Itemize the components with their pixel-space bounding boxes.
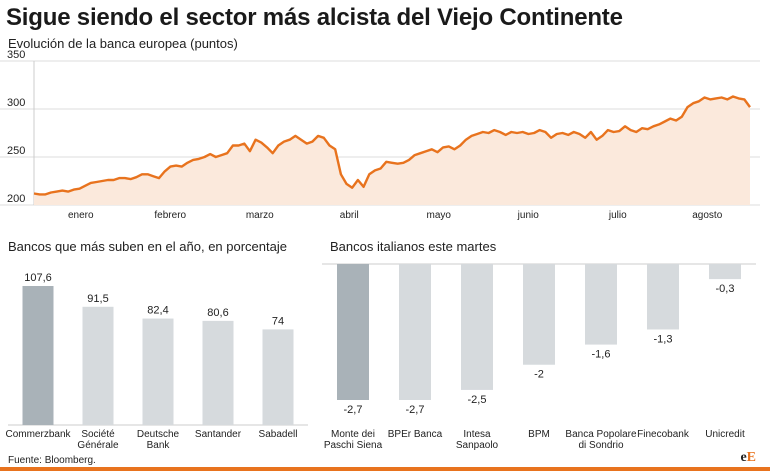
bar xyxy=(262,329,294,425)
category-label: di Sondrio xyxy=(578,440,623,451)
left-panel-title: Bancos que más suben en el año, en porce… xyxy=(8,239,287,254)
bar xyxy=(82,306,114,425)
source-note: Fuente: Bloomberg. xyxy=(8,455,96,466)
bar xyxy=(337,264,369,400)
category-label: Société xyxy=(81,429,115,440)
category-label: Unicredit xyxy=(705,429,745,440)
y-tick-label: 250 xyxy=(7,145,25,157)
area-fill xyxy=(34,96,750,205)
bar xyxy=(585,264,617,345)
category-label: Monte dei xyxy=(331,429,375,440)
bar xyxy=(142,318,174,425)
category-label: Générale xyxy=(77,440,119,451)
category-label: Commerzbank xyxy=(5,429,71,440)
right-panel-title: Bancos italianos este martes xyxy=(330,239,497,254)
line-chart: 200 250 300 350 enero febrero marzo abril mayo ju… xyxy=(0,50,760,221)
category-label: Sabadell xyxy=(259,429,298,440)
chart-subtitle: Evolución de la banca europea (puntos) xyxy=(8,36,238,51)
category-label: BPM xyxy=(528,429,550,440)
data-label: -0,3 xyxy=(716,283,735,295)
category-label: BPEr Banca xyxy=(388,429,443,440)
data-label: -1,6 xyxy=(592,349,611,361)
category-label: Finecobank xyxy=(637,429,690,440)
data-label: -2,7 xyxy=(344,404,363,416)
data-label: -2 xyxy=(534,369,544,381)
series-line xyxy=(33,95,751,196)
x-tick-label: agosto xyxy=(692,210,722,221)
bar xyxy=(399,264,431,400)
x-tick-label: abril xyxy=(340,210,359,221)
data-label: 107,6 xyxy=(24,272,52,284)
category-label: Sanpaolo xyxy=(456,440,499,451)
x-tick-label: junio xyxy=(517,210,540,221)
data-label: 82,4 xyxy=(147,305,168,317)
category-label: Santander xyxy=(195,429,242,440)
category-label: Deutsche xyxy=(137,429,180,440)
bar xyxy=(709,264,741,280)
y-tick-label: 300 xyxy=(7,97,25,109)
bar xyxy=(647,264,679,330)
x-tick-label: febrero xyxy=(154,210,186,221)
chart-title: Sigue siendo el sector más alcista del V… xyxy=(6,4,623,31)
category-label: Paschi Siena xyxy=(324,440,383,451)
category-label: Bank xyxy=(147,440,171,451)
bar xyxy=(461,264,493,390)
bar xyxy=(22,286,54,425)
bar xyxy=(523,264,555,365)
x-tick-label: julio xyxy=(608,210,627,221)
x-tick-label: mayo xyxy=(427,210,452,221)
bottom-rule xyxy=(0,467,770,471)
category-label: Intesa xyxy=(463,429,491,440)
data-label: -2,7 xyxy=(406,404,425,416)
category-label: Banca Popolare xyxy=(565,429,637,440)
data-label: -2,5 xyxy=(468,394,487,406)
data-label: 74 xyxy=(272,315,284,327)
y-tick-label: 350 xyxy=(7,50,25,61)
data-label: 80,6 xyxy=(207,307,228,319)
x-tick-label: enero xyxy=(68,210,94,221)
x-tick-label: marzo xyxy=(246,210,274,221)
publisher-logo: eE xyxy=(740,450,756,465)
y-tick-label: 200 xyxy=(7,193,25,205)
data-label: -1,3 xyxy=(654,333,673,345)
bar xyxy=(202,320,234,425)
data-label: 91,5 xyxy=(87,293,108,305)
